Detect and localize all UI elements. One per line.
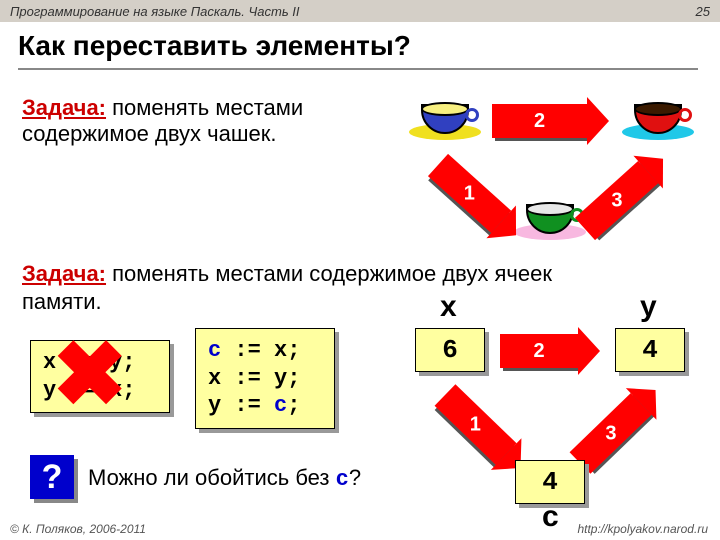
page-number: 25	[696, 4, 710, 19]
box-x: 6	[415, 328, 485, 372]
task1-text: Задача: поменять местами содержимое двух…	[22, 95, 303, 148]
question-text: Можно ли обойтись без c?	[88, 465, 361, 492]
box-y: 4	[615, 328, 685, 372]
footer-url: http://kpolyakov.narod.ru	[577, 522, 708, 536]
titlebar-left: Программирование на языке Паскаль. Часть…	[10, 4, 300, 19]
label-c: c	[542, 500, 559, 534]
question-mark-box: ?	[30, 455, 74, 499]
code-right: c := x; x := y; y := c;	[195, 328, 335, 429]
arrow-1: 1	[428, 154, 511, 233]
title-bar: Программирование на языке Паскаль. Часть…	[0, 0, 720, 22]
task1-label: Задача:	[22, 95, 106, 120]
cup-blue	[415, 100, 475, 140]
cup-red	[628, 100, 688, 140]
footer-copyright: © К. Поляков, 2006-2011	[10, 522, 146, 536]
label-x: x	[440, 290, 457, 324]
arrow-mid: 2	[500, 334, 578, 368]
wrong-x-icon: ✖	[52, 330, 127, 420]
task2-text: Задача: поменять местами содержимое двух…	[22, 260, 702, 315]
arrow-2: 2	[492, 104, 587, 138]
task2-label: Задача:	[22, 261, 106, 286]
box-c: 4	[515, 460, 585, 504]
slide-heading: Как переставить элементы?	[0, 22, 720, 78]
arrow-3: 3	[575, 161, 658, 240]
arrow-b1: 1	[435, 384, 517, 465]
label-y: y	[640, 290, 657, 324]
